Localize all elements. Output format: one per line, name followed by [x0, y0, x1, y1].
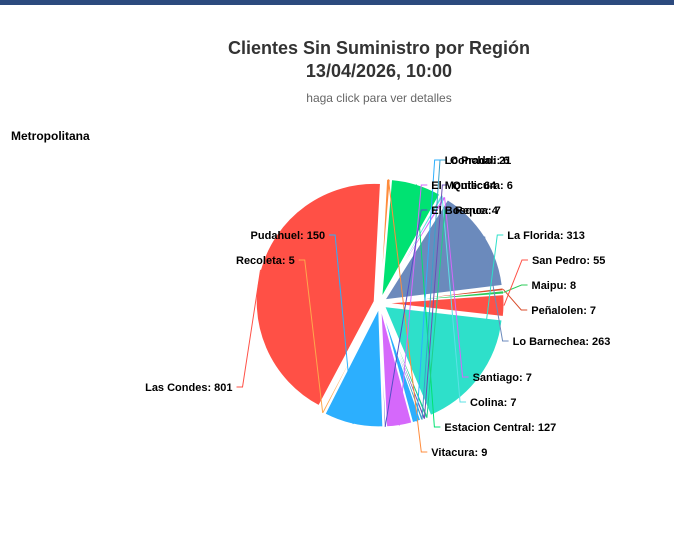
chart-title: Clientes Sin Suministro por Región [227, 38, 531, 58]
data-label-las-condes[interactable]: Las Condes: 801 [145, 382, 232, 394]
data-label-recoleta[interactable]: Recoleta: 5 [236, 255, 295, 267]
data-label-quilicura[interactable]: Quilicura: 6 [452, 180, 513, 192]
data-label-conchali[interactable]: Conchali: 6 [450, 155, 509, 167]
pie-slice-lo-prado[interactable] [381, 308, 422, 424]
connector-estacion-central [415, 184, 441, 428]
region-label: Metropolitana [11, 129, 90, 143]
data-label-el-bosque[interactable]: El Bosque: 4 [431, 205, 499, 217]
connector-lo-prado [416, 159, 441, 422]
data-label-santiago[interactable]: Santiago: 7 [473, 372, 532, 384]
top-accent-bar [0, 0, 674, 5]
connector-renca [426, 209, 451, 418]
data-label-penalolen[interactable]: Peñalolen: 7 [531, 305, 596, 317]
pie-slice-el-bosque[interactable] [379, 308, 387, 428]
connector-san-pedro [503, 259, 528, 306]
data-label-el-monte[interactable]: El Monte: 64 [431, 180, 497, 192]
connector-quilicura [423, 184, 449, 419]
data-label-maipu[interactable]: Maipu: 8 [532, 280, 577, 292]
data-label-renca[interactable]: Renca: 7 [455, 205, 501, 217]
chart-title-datetime: 13/04/2026, 10:00 [305, 61, 453, 81]
connector-el-bosque [384, 209, 428, 427]
pie-slice-lo-barnechea[interactable] [384, 199, 503, 301]
connector-el-monte [398, 184, 428, 426]
data-label-lo-prado[interactable]: Lo Prado: 21 [445, 155, 512, 167]
data-label-pudahuel[interactable]: Pudahuel: 150 [251, 230, 326, 242]
connector-santiago [444, 197, 469, 378]
connector-vitacura [387, 179, 428, 453]
pie-slice-maipu[interactable] [385, 290, 505, 303]
connector-lo-barnechea [484, 236, 509, 342]
connector-recoleta [298, 259, 324, 414]
data-label-san-pedro[interactable]: San Pedro: 55 [532, 255, 605, 267]
connector-penalolen [502, 288, 528, 311]
connector-colina [441, 195, 467, 403]
data-label-lo-barnechea[interactable]: Lo Barnechea: 263 [513, 336, 611, 348]
pie-slice-las-condes[interactable] [255, 182, 381, 407]
data-label-colina[interactable]: Colina: 7 [470, 397, 516, 409]
connector-las-condes [236, 269, 262, 388]
data-label-vitacura[interactable]: Vitacura: 9 [431, 447, 487, 459]
connector-la-florida [478, 234, 504, 378]
pie-slice-san-pedro[interactable] [385, 294, 505, 318]
data-label-la-florida[interactable]: La Florida: 313 [507, 230, 585, 242]
data-label-estacion-central[interactable]: Estacion Central: 127 [444, 422, 556, 434]
connector-pudahuel [329, 234, 354, 425]
pie-slice-vitacura[interactable] [379, 178, 391, 298]
connector-maipu [503, 284, 528, 293]
chart-subtitle: haga click para ver detalles [306, 91, 452, 105]
